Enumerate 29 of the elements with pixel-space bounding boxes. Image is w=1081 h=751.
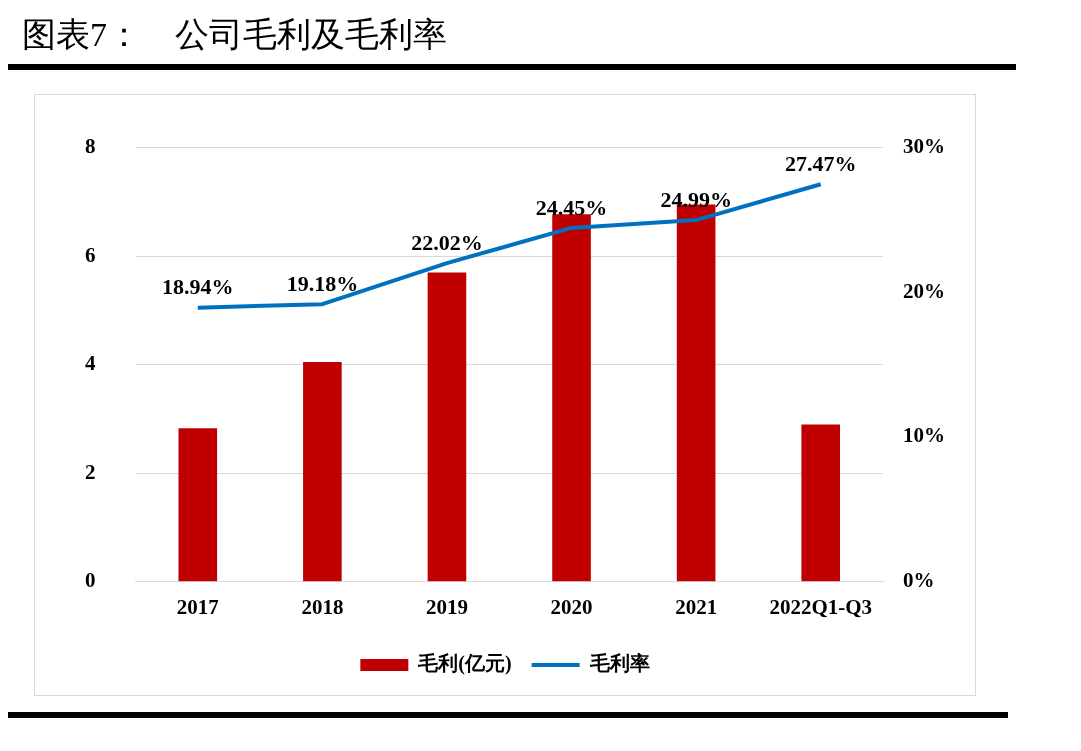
chart-title: 图表7： 公司毛利及毛利率 [8,8,1016,70]
data-label: 22.02% [411,229,483,255]
y-tick-label: 2 [85,459,96,484]
y2-tick-label: 20% [903,278,945,303]
bar [801,424,841,582]
data-label: 19.18% [286,270,359,296]
y-tick-label: 4 [85,351,96,376]
x-tick-label: 2019 [425,594,468,619]
data-label: 24.99% [660,186,732,212]
data-label: 24.45% [535,194,608,220]
y-tick-label: 6 [85,242,96,267]
legend-label: 毛利(亿元) [417,652,512,676]
bar [178,428,218,582]
x-tick-label: 2018 [301,594,344,619]
y2-tick-label: 30% [903,134,945,159]
x-tick-label: 2022Q1-Q3 [769,594,873,619]
legend-label: 毛利率 [588,652,650,675]
bar [552,214,591,582]
y2-tick-label: 0% [903,568,935,593]
data-label: 27.47% [784,150,857,176]
y2-tick-label: 10% [903,423,945,448]
x-tick-label: 2020 [550,594,593,619]
bar [303,361,342,582]
x-tick-label: 2021 [675,594,718,619]
x-tick-label: 2017 [176,594,219,619]
y-tick-label: 0 [85,568,96,593]
data-label: 18.94% [162,274,234,300]
y-tick-label: 8 [85,134,96,159]
bar [427,272,467,582]
